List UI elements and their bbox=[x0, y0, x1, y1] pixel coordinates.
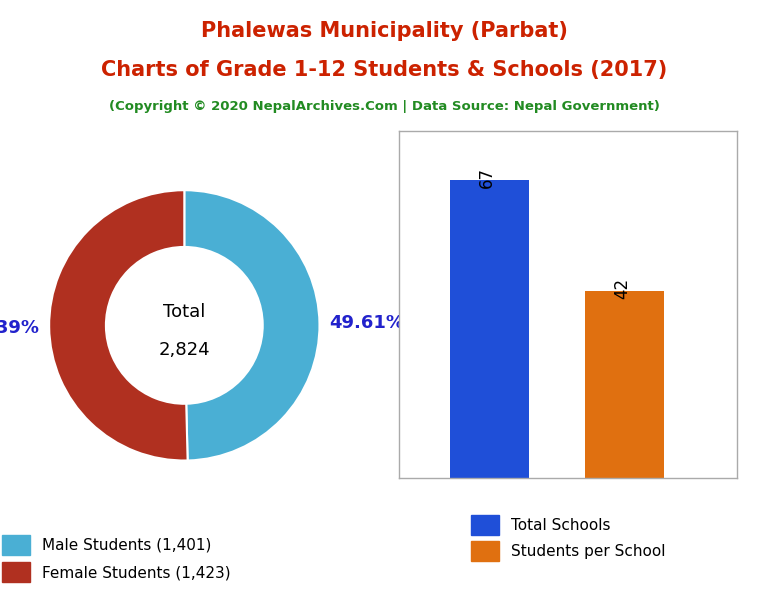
Bar bbox=[585, 291, 664, 478]
Legend: Total Schools, Students per School: Total Schools, Students per School bbox=[465, 509, 671, 567]
Wedge shape bbox=[184, 190, 319, 460]
Text: Phalewas Municipality (Parbat): Phalewas Municipality (Parbat) bbox=[200, 21, 568, 41]
Wedge shape bbox=[49, 190, 187, 460]
Text: 2,824: 2,824 bbox=[158, 341, 210, 359]
Text: 67: 67 bbox=[478, 167, 496, 189]
Legend: Male Students (1,401), Female Students (1,423): Male Students (1,401), Female Students (… bbox=[0, 529, 237, 588]
Text: 50.39%: 50.39% bbox=[0, 319, 39, 337]
Text: (Copyright © 2020 NepalArchives.Com | Data Source: Nepal Government): (Copyright © 2020 NepalArchives.Com | Da… bbox=[108, 100, 660, 113]
Text: 42: 42 bbox=[614, 278, 631, 300]
Text: Charts of Grade 1-12 Students & Schools (2017): Charts of Grade 1-12 Students & Schools … bbox=[101, 60, 667, 80]
Bar bbox=[450, 180, 529, 478]
Text: 49.61%: 49.61% bbox=[329, 314, 404, 332]
Text: Total: Total bbox=[163, 303, 206, 321]
